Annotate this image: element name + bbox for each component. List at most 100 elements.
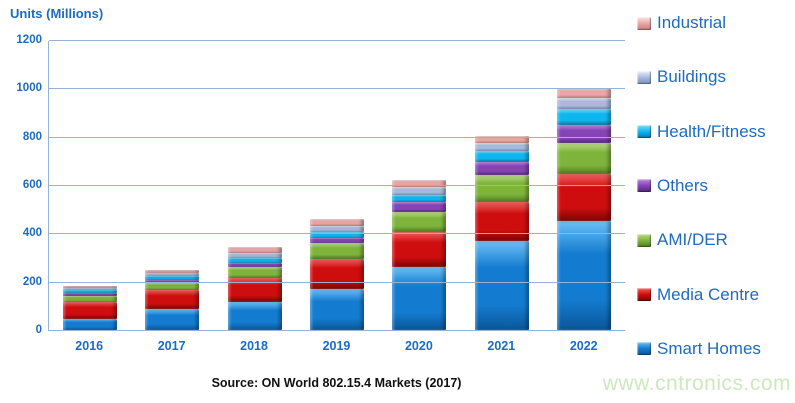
legend-label: Industrial <box>657 13 726 32</box>
bar-segment-smart-homes <box>556 221 611 330</box>
bar-segment-health-fitness <box>474 151 529 163</box>
x-tick-label: 2021 <box>487 339 516 353</box>
x-tick-label: 2019 <box>322 339 351 353</box>
bar-segment-health-fitness <box>63 290 118 294</box>
legend-item-ami-der: AMI/DER <box>637 230 795 250</box>
bar-segment-smart-homes <box>145 309 200 330</box>
x-tick-label: 2022 <box>569 339 598 353</box>
legend-item-others: Others <box>637 176 795 196</box>
y-tick-label: 600 <box>22 179 42 191</box>
bar-segment-industrial <box>63 286 118 288</box>
bar-segment-buildings <box>474 142 529 152</box>
bar-segment-others <box>145 280 200 283</box>
bar-segment-ami-der <box>227 267 282 279</box>
bar-segment-ami-der <box>309 243 364 259</box>
legend-marker-icon <box>637 288 651 302</box>
bar-segment-smart-homes <box>63 319 118 330</box>
source-note: Source: ON World 802.15.4 Markets (2017) <box>211 376 462 390</box>
bar-segment-others <box>392 201 447 212</box>
y-tick-label: 1000 <box>16 82 42 95</box>
plot-area <box>48 40 625 331</box>
bar-slot-2016 <box>49 41 131 330</box>
bar-segment-health-fitness <box>309 232 364 239</box>
bar-segment-media-centre <box>309 258 364 289</box>
y-tick-label: 200 <box>22 275 42 288</box>
bar-segment-smart-homes <box>227 302 282 330</box>
legend-marker-icon <box>637 70 651 84</box>
bar-segment-industrial <box>309 218 364 227</box>
y-tick-label: 1200 <box>16 34 42 46</box>
bar-segment-others <box>227 262 282 268</box>
bar-segment-buildings <box>392 187 447 195</box>
bar-segment-health-fitness <box>392 194 447 202</box>
bar-segment-industrial <box>145 270 200 273</box>
legend-marker-icon <box>637 179 651 193</box>
chart-title: Units (Millions) <box>10 6 104 21</box>
legend-item-buildings: Buildings <box>637 67 795 87</box>
stacked-bar-2018 <box>227 247 282 330</box>
bar-segment-health-fitness <box>227 258 282 263</box>
x-tick-label: 2020 <box>404 339 433 353</box>
legend-item-smart-homes: Smart Homes <box>637 339 795 359</box>
bar-slot-2021 <box>460 41 542 330</box>
bar-segment-smart-homes <box>392 267 447 330</box>
bar-segment-ami-der <box>63 296 118 303</box>
bar-segment-media-centre <box>145 290 200 310</box>
legend-marker-icon <box>637 233 651 247</box>
gridline-200 <box>49 281 625 283</box>
legend-label: Smart Homes <box>657 338 761 358</box>
legend-item-media-centre: Media Centre <box>637 285 795 305</box>
x-axis: 2016 2017 2018 2019 2020 2021 2022 <box>48 339 625 353</box>
bar-segment-buildings <box>556 98 611 109</box>
bar-segment-others <box>556 124 611 143</box>
bar-segment-industrial <box>556 88 611 99</box>
stacked-bar-2017 <box>145 270 200 330</box>
y-tick-label: 0 <box>35 324 42 336</box>
gridline-400 <box>49 233 625 235</box>
stacked-bar-2020 <box>392 180 447 330</box>
watermark: www.cntronics.com <box>602 372 791 395</box>
y-axis: 0 200 400 600 800 1000 1200 <box>0 34 42 336</box>
bar-segment-industrial <box>474 135 529 143</box>
bar-segment-media-centre <box>556 174 611 222</box>
y-tick-label: 800 <box>22 130 42 143</box>
bar-segment-media-centre <box>63 302 118 320</box>
bar-segment-media-centre <box>392 232 447 268</box>
bar-slot-2022 <box>543 41 625 330</box>
bar-segment-ami-der <box>145 282 200 291</box>
gridline-800 <box>49 136 625 138</box>
x-tick-label: 2018 <box>240 339 268 353</box>
bar-segment-media-centre <box>474 201 529 241</box>
bar-segment-others <box>474 162 529 176</box>
legend-label: Others <box>657 175 709 195</box>
bar-segment-ami-der <box>392 211 447 233</box>
legend-label: AMI/DER <box>657 230 728 250</box>
bar-slot-2017 <box>131 41 213 330</box>
stacked-bar-2016 <box>63 286 118 330</box>
legend-label: Media Centre <box>657 284 760 304</box>
bar-segment-health-fitness <box>556 108 611 125</box>
bar-segment-industrial <box>392 180 447 188</box>
gridline-1000 <box>49 88 625 90</box>
bar-segment-ami-der <box>556 142 611 175</box>
bar-segment-buildings <box>63 288 118 291</box>
bar-slot-2019 <box>296 41 378 330</box>
bar-segment-buildings <box>227 253 282 259</box>
x-tick-label: 2017 <box>157 339 186 353</box>
bar-segment-buildings <box>145 272 200 277</box>
bar-segment-others <box>309 238 364 244</box>
legend-marker-icon <box>637 125 651 139</box>
bar-segment-ami-der <box>474 175 529 202</box>
gridline-1200 <box>49 40 625 41</box>
bar-segment-health-fitness <box>145 276 200 280</box>
x-tick-label: 2016 <box>75 339 104 353</box>
legend-label: Buildings <box>657 67 726 87</box>
bar-segment-buildings <box>309 226 364 233</box>
y-tick-label: 400 <box>22 227 42 240</box>
legend-label: Health/Fitness <box>657 121 766 141</box>
stacked-bar-2022 <box>556 88 611 330</box>
legend-marker-icon <box>637 16 651 30</box>
bar-segment-smart-homes <box>474 240 529 330</box>
legend: Industrial Buildings Health/Fitness Others A… <box>637 13 795 359</box>
